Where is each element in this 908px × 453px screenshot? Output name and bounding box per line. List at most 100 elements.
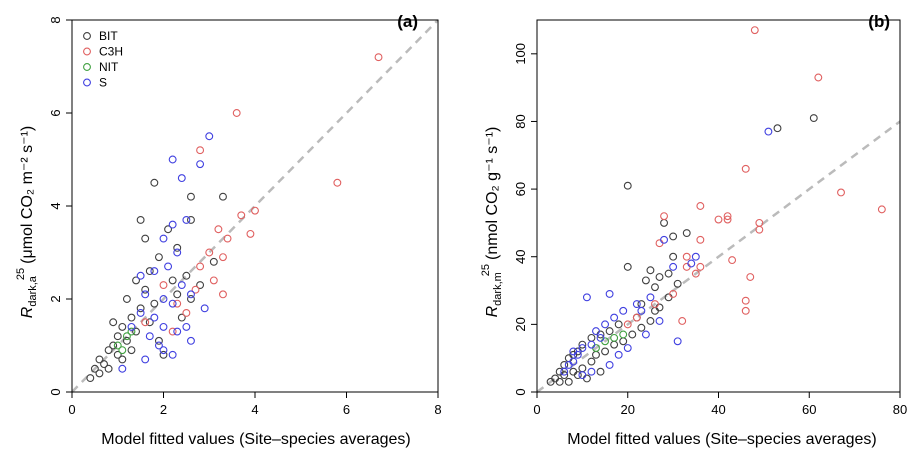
data-point-bit [159, 350, 168, 359]
data-point-c3h [669, 289, 678, 298]
data-point-c3h [209, 276, 218, 285]
data-point-s [118, 364, 127, 373]
data-point-bit [669, 232, 678, 241]
data-point-bit [664, 293, 673, 302]
data-point-s [159, 234, 168, 243]
data-point-bit [564, 377, 573, 386]
data-point-s [205, 132, 214, 141]
data-point-bit [619, 337, 628, 346]
data-point-s [614, 350, 623, 359]
y-tick-label: 2 [48, 295, 63, 302]
panel-a-x-ticks: 0 2 4 6 8 [68, 392, 442, 417]
data-point-bit [601, 347, 610, 356]
legend-label-c3h: C3H [99, 45, 123, 59]
y-tick-label: 6 [48, 109, 63, 116]
x-tick-label: 20 [621, 402, 635, 417]
data-point-c3h [682, 262, 691, 271]
data-point-s [145, 332, 154, 341]
legend-marker-bit [83, 32, 91, 40]
data-point-bit [118, 322, 127, 331]
data-point-s [673, 337, 682, 346]
data-point-bit [104, 346, 113, 355]
panel-a-y-ticks: 0 2 4 6 8 [48, 16, 72, 396]
data-point-bit [569, 367, 578, 376]
panel-a-y-axis-symbol: R [19, 306, 36, 318]
panel-b-points [546, 26, 886, 386]
data-point-bit [168, 276, 177, 285]
data-point-nit [619, 330, 628, 339]
data-point-bit [673, 279, 682, 288]
x-tick-label: 6 [343, 402, 350, 417]
x-tick-label: 2 [160, 402, 167, 417]
data-point-bit [187, 295, 195, 303]
data-point-bit [628, 330, 637, 339]
data-point-bit [127, 313, 136, 322]
data-point-bit [587, 333, 596, 342]
panel-b-y-axis-symbol: R [484, 305, 501, 317]
data-point-c3h [714, 215, 723, 224]
data-point-s [150, 267, 159, 276]
data-point-s [168, 350, 177, 359]
data-point-bit [587, 357, 596, 366]
data-point-bit [145, 318, 154, 327]
data-point-c3h [205, 248, 214, 257]
data-point-nit [127, 327, 136, 336]
panel-b-x-axis-title: Model fitted values (Site–species averag… [567, 431, 877, 448]
data-point-s [687, 259, 696, 268]
data-point-c3h [182, 309, 191, 317]
data-point-c3h [173, 299, 182, 308]
data-point-s [168, 155, 177, 164]
data-point-bit [809, 114, 818, 123]
data-point-c3h [251, 206, 259, 215]
data-point-c3h [696, 202, 705, 210]
data-point-c3h [333, 178, 342, 187]
data-point-c3h [246, 229, 255, 238]
data-point-bit [113, 332, 122, 341]
data-point-s [592, 327, 600, 336]
data-point-s [200, 304, 209, 313]
data-point-c3h [214, 225, 223, 234]
data-point-bit [646, 317, 655, 325]
data-point-bit [132, 276, 141, 285]
data-point-bit [104, 364, 113, 373]
y-tick-label: 100 [513, 43, 528, 65]
data-point-s [136, 309, 145, 317]
panel-b-y-ticks: 0 20 40 60 80 100 [513, 43, 537, 396]
data-point-c3h [237, 211, 246, 220]
data-point-bit [773, 124, 782, 133]
data-point-bit [132, 327, 141, 336]
data-point-s [168, 299, 177, 308]
data-point-s [136, 271, 145, 280]
data-point-bit [664, 269, 673, 278]
data-point-s [764, 127, 773, 136]
data-point-c3h [696, 262, 705, 271]
data-point-bit [187, 216, 195, 224]
data-point-s [587, 367, 596, 376]
data-point-s [196, 160, 205, 169]
data-point-c3h [741, 306, 750, 315]
data-point-bit [182, 271, 191, 280]
data-point-c3h [741, 296, 750, 305]
data-point-bit [651, 283, 659, 292]
data-point-bit [219, 192, 227, 201]
data-point-c3h [623, 320, 632, 329]
data-point-s [182, 322, 191, 331]
data-point-c3h [632, 313, 641, 322]
data-point-bit [109, 318, 118, 327]
data-point-nit [610, 333, 619, 342]
data-point-s [173, 248, 182, 257]
data-point-s [560, 367, 569, 376]
legend-label-s: S [99, 76, 107, 90]
data-point-s [596, 333, 605, 342]
data-point-bit [122, 295, 131, 303]
data-point-c3h [232, 109, 241, 117]
data-point-c3h [223, 234, 232, 243]
data-point-s [150, 313, 159, 322]
x-tick-label: 40 [711, 402, 725, 417]
data-point-bit [145, 267, 154, 276]
x-tick-label: 8 [434, 402, 441, 417]
data-point-s [610, 313, 619, 322]
legend-marker-s [83, 78, 91, 87]
data-point-bit [646, 266, 655, 275]
data-point-s [605, 289, 614, 298]
